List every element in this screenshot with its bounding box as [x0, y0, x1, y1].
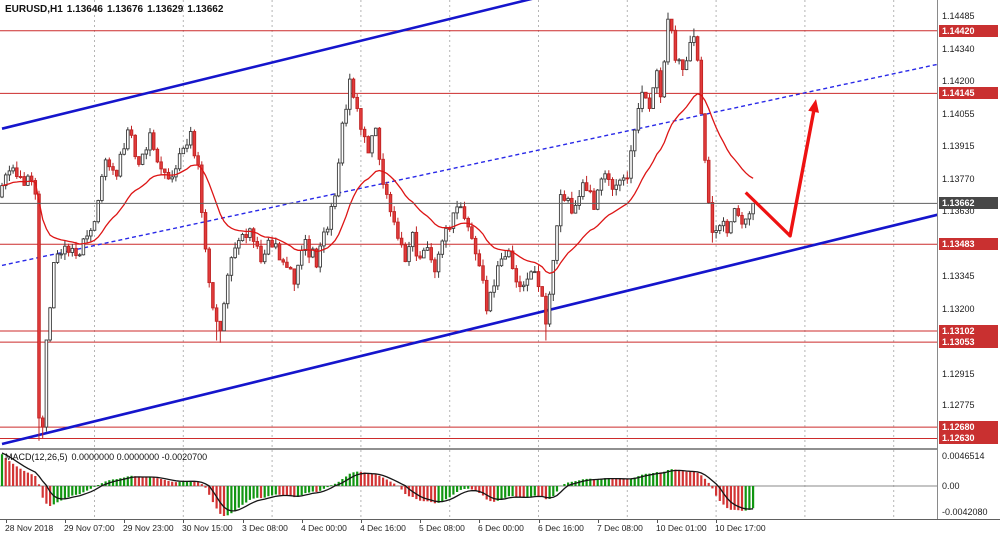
time-axis-tick — [420, 520, 421, 523]
macd-histogram — [0, 454, 755, 516]
hline-price-label: 1.12680 — [939, 421, 998, 434]
macd-indicator-label: MACD(12,26,5) 0.0000000 0.0000000 -0.0020… — [5, 452, 211, 462]
close-value: 1.13662 — [187, 4, 224, 15]
time-axis-label: 5 Dec 08:00 — [419, 523, 465, 533]
macd-axis-max-label: 0.0046514 — [942, 451, 985, 461]
time-axis-tick — [183, 520, 184, 523]
time-axis-label: 29 Nov 23:00 — [123, 523, 174, 533]
price-axis-label: 1.12775 — [942, 400, 975, 411]
symbol-ohlc-header: EURUSD,H1 1.13646 1.13676 1.13629 1.13662 — [5, 4, 227, 15]
price-axis-label: 1.13200 — [942, 303, 975, 314]
time-axis-label: 6 Dec 16:00 — [538, 523, 584, 533]
low-value: 1.13629 — [147, 4, 184, 15]
trendline-dotted[interactable] — [1, 63, 937, 267]
hline-price-label: 1.13102 — [939, 324, 998, 337]
time-axis-tick — [65, 520, 66, 523]
macd-axis-zero-label: 0.00 — [942, 481, 960, 491]
time-axis-tick — [598, 520, 599, 523]
time-axis-tick — [539, 520, 540, 523]
time-axis-tick — [361, 520, 362, 523]
time-axis-tick — [302, 520, 303, 523]
time-axis-tick — [657, 520, 658, 523]
time-axis-label: 4 Dec 00:00 — [301, 523, 347, 533]
time-axis-label: 6 Dec 00:00 — [478, 523, 524, 533]
hline-price-label: 1.13053 — [939, 336, 998, 349]
macd-chart[interactable] — [0, 450, 937, 519]
macd-params: (12,26,5) — [31, 452, 68, 462]
time-axis-tick — [6, 520, 7, 523]
price-axis-label: 1.13770 — [942, 173, 975, 184]
macd-axis-min-label: -0.0042080 — [942, 507, 988, 517]
price-axis-label: 1.13345 — [942, 270, 975, 281]
time-axis-tick — [124, 520, 125, 523]
hline-price-label: 1.14145 — [939, 87, 998, 100]
time-axis-label: 7 Dec 08:00 — [597, 523, 643, 533]
time-axis-label: 4 Dec 16:00 — [360, 523, 406, 533]
channel-lower-line[interactable] — [1, 213, 937, 446]
price-axis-label: 1.14485 — [942, 10, 975, 21]
time-axis-tick — [243, 520, 244, 523]
macd-name: MACD — [5, 452, 32, 462]
price-axis-label: 1.14200 — [942, 75, 975, 86]
time-axis-label: 10 Dec 01:00 — [656, 523, 707, 533]
time-axis-tick — [479, 520, 480, 523]
channel-upper-line[interactable] — [1, 0, 937, 130]
main-chart-pane[interactable]: EURUSD,H1 1.13646 1.13676 1.13629 1.13662 — [0, 0, 937, 448]
hline-price-label: 1.12630 — [939, 432, 998, 445]
price-axis-label: 1.13915 — [942, 140, 975, 151]
current-price-label: 1.13662 — [939, 197, 998, 210]
time-axis-label: 28 Nov 2018 — [5, 523, 54, 533]
pane-separator[interactable] — [0, 448, 1000, 450]
time-axis-label: 30 Nov 15:00 — [182, 523, 233, 533]
day-separators — [94, 0, 895, 448]
price-axis-label: 1.13630 — [942, 205, 975, 216]
price-axis-label: 1.14055 — [942, 108, 975, 119]
macd-signal-line — [1, 452, 754, 512]
candles-layer — [0, 12, 755, 441]
price-axis-label: 1.14340 — [942, 43, 975, 54]
macd-values: 0.0000000 0.0000000 -0.0020700 — [71, 452, 208, 462]
price-axis-label: 1.12915 — [942, 368, 975, 379]
hline-price-label: 1.14420 — [939, 24, 998, 37]
macd-indicator-pane[interactable]: MACD(12,26,5) 0.0000000 0.0000000 -0.0020… — [0, 450, 937, 519]
hline-price-label: 1.13483 — [939, 238, 998, 251]
time-axis[interactable]: 28 Nov 2018 29 Nov 07:00 29 Nov 23:00 30 No… — [0, 520, 1000, 535]
price-axis[interactable]: 0.0046514 0.00 -0.0042080 1.14485 1.14340… — [937, 0, 1000, 519]
open-value: 1.13646 — [66, 4, 103, 15]
time-axis-separator — [0, 519, 1000, 520]
candlestick-chart[interactable] — [0, 0, 937, 448]
time-axis-label: 10 Dec 17:00 — [715, 523, 766, 533]
moving-average-line[interactable] — [1, 92, 754, 274]
high-value: 1.13676 — [106, 4, 144, 15]
time-axis-label: 29 Nov 07:00 — [64, 523, 115, 533]
time-axis-label: 3 Dec 08:00 — [242, 523, 288, 533]
macd-day-separators — [94, 450, 895, 519]
resistance-support-lines[interactable] — [0, 30, 937, 439]
trend-arrow[interactable] — [744, 99, 819, 238]
symbol-period-label: EURUSD,H1 — [5, 4, 63, 15]
time-axis-tick — [716, 520, 717, 523]
